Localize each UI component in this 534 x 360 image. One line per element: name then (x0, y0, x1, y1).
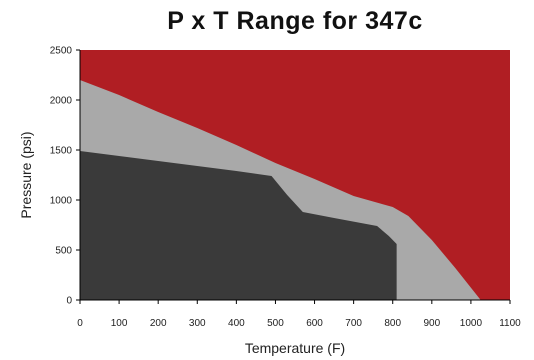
x-tick-label: 400 (228, 318, 245, 329)
x-tick-label: 300 (189, 318, 206, 329)
axes-layer (79, 50, 510, 301)
x-axis-label: Temperature (F) (245, 340, 345, 356)
y-tick-label: 1000 (50, 196, 73, 207)
y-tick-label: 2500 (50, 46, 73, 57)
x-tick-label: 700 (345, 318, 362, 329)
y-tick-label: 500 (55, 246, 72, 257)
x-tick-label: 200 (150, 318, 167, 329)
x-tick-label: 900 (423, 318, 440, 329)
y-tick-label: 2000 (50, 96, 73, 107)
y-tick-label: 0 (66, 296, 72, 307)
y-axis-label: Pressure (psi) (18, 131, 34, 218)
y-tick-label: 1500 (50, 146, 73, 157)
ticks-layer: 0 100 200 300 400 500 600 700 800 900 1000 1100 0 500… (50, 46, 521, 330)
region-allowed (80, 151, 397, 300)
x-tick-label: 0 (77, 318, 83, 329)
x-tick-label: 500 (267, 318, 284, 329)
chart-title: P x T Range for 347c (167, 7, 423, 35)
x-tick-label: 1100 (499, 318, 521, 329)
x-tick-label: 600 (306, 318, 323, 329)
regions-layer (80, 50, 510, 300)
x-tick-label: 800 (384, 318, 401, 329)
x-tick-label: 1000 (460, 318, 483, 329)
x-tick-label: 100 (111, 318, 128, 329)
